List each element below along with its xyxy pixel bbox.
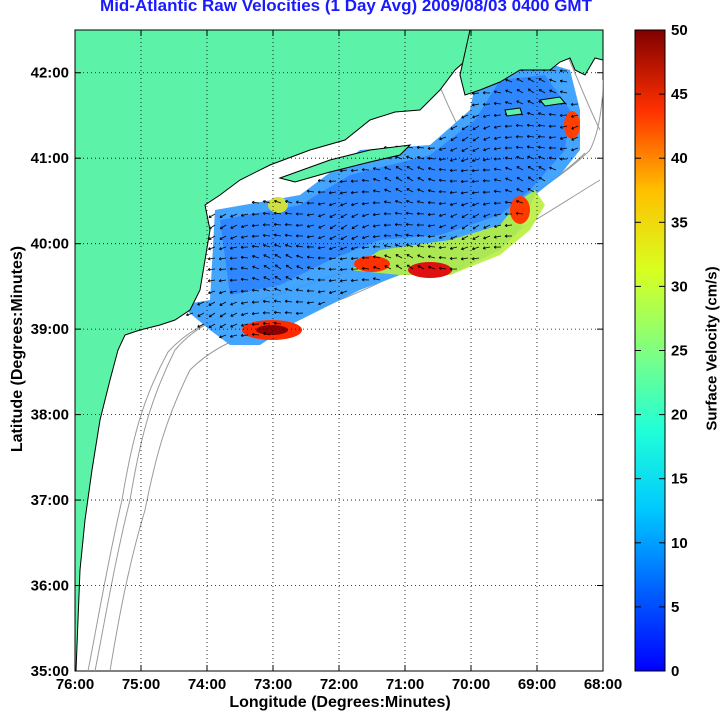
longitude-ticks: 76:00 75:00 74:00 73:00 72:00 71:00 70:00 69:00…: [56, 30, 622, 693]
islands: [504, 96, 566, 117]
lon-tick-label: 72:00: [320, 676, 358, 693]
long-island: [278, 144, 412, 183]
cape-cod: [459, 30, 603, 96]
lat-tick-label: 41:00: [31, 150, 69, 167]
lat-tick-label: 37:00: [31, 492, 69, 509]
lon-tick-label: 73:00: [254, 676, 292, 693]
colorbar-tick-label: 50: [671, 22, 688, 39]
lat-tick-label: 36:00: [31, 578, 69, 595]
colorbar-label: Surface Velocity (cm/s): [703, 266, 721, 431]
lat-tick-label: 42:00: [31, 65, 69, 82]
velocity-hotspot: [268, 197, 288, 213]
colorbar-tick-label: 30: [671, 278, 688, 295]
velocity-hotspot: [256, 325, 288, 335]
colorbar-tick-label: 15: [671, 471, 688, 488]
lat-tick-label: 38:00: [31, 407, 69, 424]
lon-tick-label: 75:00: [122, 676, 160, 693]
colorbar-tick-label: 5: [671, 599, 679, 616]
colorbar-tick-label: 20: [671, 407, 688, 424]
chart-title: Mid-Atlantic Raw Velocities (1 Day Avg) …: [100, 0, 592, 15]
lon-tick-label: 70:00: [452, 676, 490, 693]
colorbar-tick-label: 35: [671, 214, 688, 231]
lat-tick-label: 39:00: [31, 321, 69, 338]
lon-tick-label: 69:00: [518, 676, 556, 693]
velocity-hotspot: [510, 196, 530, 224]
graticule: [75, 30, 603, 671]
land-mass: [75, 30, 473, 671]
velocity-field-edge: [350, 190, 545, 275]
lat-tick-label: 40:00: [31, 236, 69, 253]
lon-tick-label: 74:00: [188, 676, 226, 693]
velocity-hotspot: [354, 256, 390, 272]
colorbar-tick-label: 10: [671, 535, 688, 552]
y-axis-label: Latitude (Degrees:Minutes): [9, 245, 26, 453]
colorbar-tick-label: 0: [671, 663, 679, 680]
colorbar-tick-label: 25: [671, 343, 688, 360]
lon-tick-label: 76:00: [56, 676, 94, 693]
velocity-field-mid: [220, 75, 570, 295]
velocity-hotspot: [408, 262, 452, 278]
lat-tick-label: 35:00: [31, 663, 69, 680]
colorbar-tick-label: 45: [671, 86, 688, 103]
lon-tick-label: 68:00: [584, 676, 622, 693]
colorbar-ticks: 0 5 10 15 20 25 30 35 40 45 50: [635, 22, 688, 680]
lon-tick-label: 71:00: [386, 676, 424, 693]
x-axis-label: Longitude (Degrees:Minutes): [229, 694, 451, 711]
velocity-hotspot: [564, 111, 580, 139]
colorbar-tick-label: 40: [671, 150, 688, 167]
latitude-ticks: 35:00 36:00 37:00 38:00 39:00 40:00 41:00 42:00: [31, 65, 603, 680]
